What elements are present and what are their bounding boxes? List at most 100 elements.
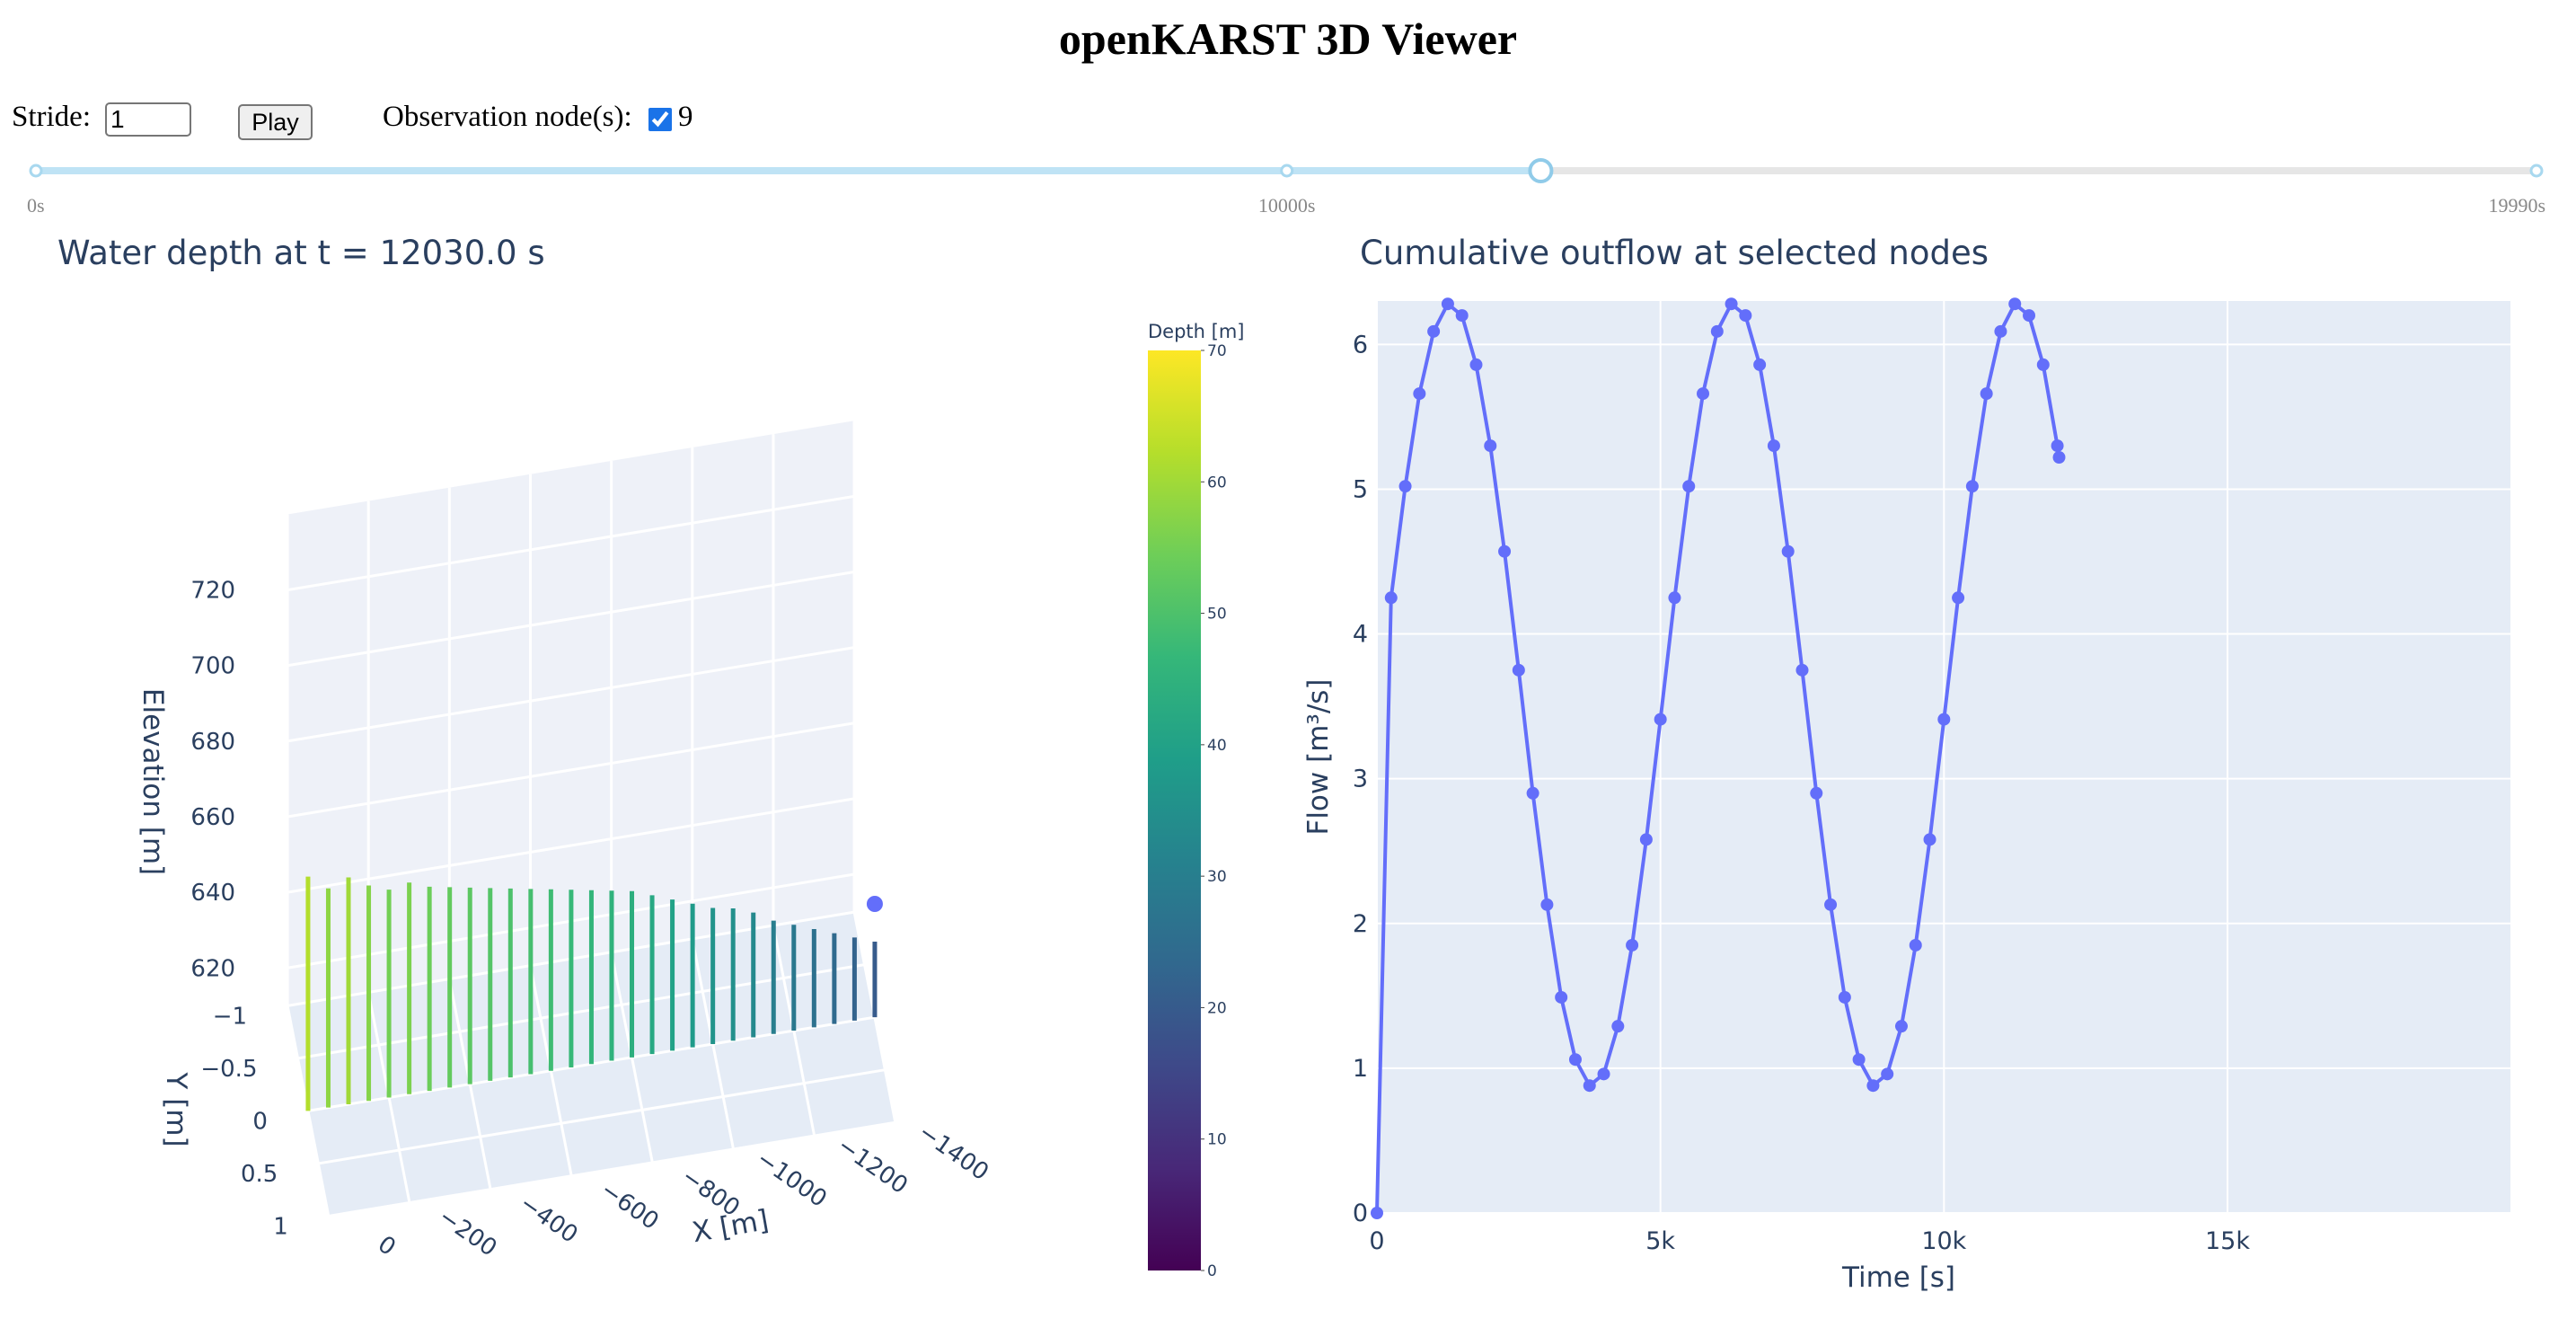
flow-point xyxy=(1810,786,1823,800)
flow-point xyxy=(1767,439,1780,453)
x-tick-label: −1400 xyxy=(913,1119,993,1186)
x-tick-label: 15k xyxy=(2205,1227,2250,1255)
slider-step xyxy=(1280,164,1294,178)
x-tick-label: −200 xyxy=(434,1203,502,1262)
y-tick-label: −1 xyxy=(213,1003,247,1030)
z-grid-line xyxy=(287,571,855,668)
z-grid-line xyxy=(287,494,855,592)
y-axis-title: Flow [m³/s] xyxy=(1302,678,1335,835)
y-grid-line xyxy=(307,1015,876,1112)
flow-point xyxy=(1881,1067,1894,1081)
flow-point xyxy=(1710,324,1724,338)
slider-step xyxy=(2529,164,2544,178)
colorbar xyxy=(1148,350,1201,1270)
flow-point xyxy=(1540,898,1554,911)
flow-point xyxy=(1697,387,1710,401)
flow-point xyxy=(1952,591,1965,605)
flow-point xyxy=(1384,591,1398,605)
x-axis-title: X [m] xyxy=(690,1204,771,1249)
flow-point xyxy=(1668,591,1681,605)
flow-point xyxy=(1639,833,1653,846)
flow-point xyxy=(1526,786,1539,800)
y-tick-label: 4 xyxy=(1353,621,1368,649)
y-axis-title: Y [m] xyxy=(160,1071,192,1147)
colorbar-tick-label: 30 xyxy=(1207,868,1227,886)
flow-point xyxy=(1725,297,1738,311)
flow-point xyxy=(1371,1207,1383,1219)
y-tick-label: 1 xyxy=(273,1213,288,1240)
z-grid-line xyxy=(287,646,855,743)
flow-point xyxy=(1852,1053,1866,1067)
chart-title: Water depth at t = 12030.0 s xyxy=(57,234,545,272)
play-button[interactable]: Play xyxy=(238,104,313,140)
flow-point xyxy=(2023,309,2036,323)
stride-label: Stride: xyxy=(12,101,91,133)
observation-node: 9 xyxy=(678,101,693,133)
x-tick-label: 10k xyxy=(1921,1227,1966,1255)
y-tick-label: 2 xyxy=(1353,910,1368,938)
y-grid-line xyxy=(328,1120,896,1217)
flow-point xyxy=(1894,1020,1908,1033)
stride-input[interactable] xyxy=(105,102,191,137)
flow-point xyxy=(1753,358,1767,371)
flow-point xyxy=(1498,544,1512,558)
flow-line xyxy=(1375,301,2061,1214)
y-grid-line xyxy=(318,1068,886,1165)
y-tick-label: 0.5 xyxy=(241,1161,278,1188)
flow-point xyxy=(1626,938,1639,952)
z-tick-label: 700 xyxy=(190,653,235,680)
y-tick-label: 3 xyxy=(1353,766,1368,793)
observation-marker xyxy=(864,893,885,914)
x-tick-label: 0 xyxy=(1369,1227,1384,1255)
z-tick-label: 680 xyxy=(190,729,235,756)
flow-point xyxy=(1838,990,1851,1004)
z-tick-label: 720 xyxy=(190,578,235,605)
slider-label: 0s xyxy=(27,194,45,217)
flow-point xyxy=(1824,898,1838,911)
flow-point xyxy=(1682,480,1696,493)
flow-point xyxy=(1994,324,2007,338)
flow-point xyxy=(1739,309,1752,323)
flow-point xyxy=(1413,387,1426,401)
flow-point xyxy=(1795,663,1809,677)
z-grid-line xyxy=(287,797,855,894)
colorbar-tick-label: 10 xyxy=(1207,1131,1227,1149)
colorbar-tick-label: 60 xyxy=(1207,474,1227,491)
x-tick-label: −600 xyxy=(595,1176,664,1235)
z-grid-line xyxy=(287,722,855,819)
x-tick-label: −1200 xyxy=(833,1132,913,1200)
flow-point xyxy=(2036,358,2050,371)
x-axis-title: Time [s] xyxy=(1841,1262,1955,1294)
y-tick-label: −0.5 xyxy=(200,1056,257,1083)
x-tick-label: −1000 xyxy=(751,1146,831,1213)
flow-point xyxy=(1568,1053,1582,1067)
z-axis-title: Elevation [m] xyxy=(137,688,169,875)
observation-checkbox[interactable] xyxy=(648,108,672,131)
flow-point xyxy=(1965,480,1979,493)
flow-point xyxy=(1781,544,1795,558)
flow-point xyxy=(1484,439,1497,453)
page-title: openKARST 3D Viewer xyxy=(1058,13,1518,64)
colorbar-tick-label: 70 xyxy=(1207,342,1227,360)
flow-point xyxy=(1937,713,1951,726)
slider-step xyxy=(29,164,43,178)
colorbar-title: Depth [m] xyxy=(1148,321,1244,342)
flow-point xyxy=(1555,990,1568,1004)
colorbar-tick-label: 50 xyxy=(1207,606,1227,624)
z-tick-label: 660 xyxy=(190,804,235,831)
colorbar-tick-label: 0 xyxy=(1207,1262,1217,1280)
flow-point xyxy=(1398,480,1412,493)
x-tick-label: 0 xyxy=(373,1231,401,1262)
z-tick-label: 620 xyxy=(190,955,235,982)
flow-point xyxy=(1654,713,1667,726)
flow-point xyxy=(2052,451,2066,464)
colorbar-tick-label: 40 xyxy=(1207,737,1227,755)
observation-label: Observation node(s): xyxy=(383,101,632,133)
y-tick-label: 5 xyxy=(1353,475,1368,503)
flow-point xyxy=(1469,358,1483,371)
flow-point xyxy=(1441,297,1454,311)
flow-point xyxy=(2051,439,2064,453)
slider-label: 10000s xyxy=(1258,194,1316,217)
